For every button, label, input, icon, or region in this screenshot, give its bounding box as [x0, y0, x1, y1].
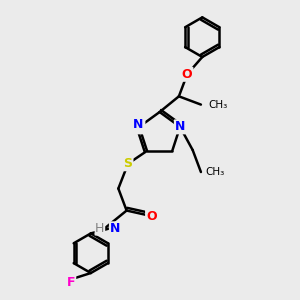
Text: H: H [95, 222, 105, 235]
Text: CH₃: CH₃ [208, 100, 228, 110]
Text: O: O [146, 209, 157, 223]
Text: F: F [67, 276, 75, 289]
Text: N: N [134, 120, 144, 134]
Text: N: N [110, 222, 120, 235]
Text: S: S [124, 157, 133, 170]
Text: O: O [182, 68, 193, 81]
Text: N: N [133, 118, 143, 130]
Text: CH₃: CH₃ [206, 167, 225, 177]
Text: N: N [175, 120, 185, 134]
